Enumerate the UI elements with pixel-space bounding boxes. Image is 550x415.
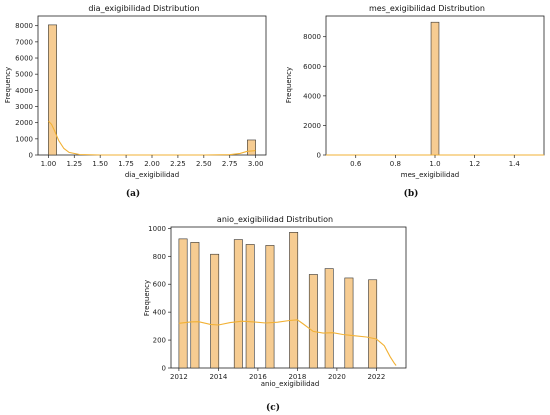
panel-b-ylabel: Frequency [285,67,293,103]
panel-c-bar-5 [265,245,275,369]
panel-a-xtick-label-8: 3.00 [248,160,264,168]
panel-b-ytick-label-3: 6000 [303,63,321,71]
panel-c-ylabel: Frequency [143,280,151,316]
panel-a-caption: (a) [126,188,140,199]
panel-c-ytick-label-2: 400 [153,309,166,317]
panel-c-xtick-label-0: 2012 [170,373,188,381]
panel-a: dia_exigibilidad Distribution 1.00 1.25 1.… [4,4,267,199]
panel-a-ytick-label-5: 5000 [15,71,33,79]
panel-b-ytick-label-2: 4000 [303,92,321,100]
panel-c-xtick-label-5: 2022 [367,373,385,381]
panel-c-bar-10 [368,279,378,369]
panel-c-ytick-label-3: 600 [153,281,166,289]
panel-c-bar-3 [233,239,243,369]
panel-b-xtick-label-4: 1.4 [509,160,521,168]
panel-a-xtick-label-1: 1.25 [66,160,82,168]
panel-a-xtick-label-7: 2.75 [222,160,238,168]
panel-a-ytick-label-3: 3000 [15,103,33,111]
panel-c-bar-8 [324,268,334,369]
panel-a-marks: 1.00 1.25 1.50 1.75 2.00 2.25 2.50 2.75 3.00 0 100… [15,22,263,168]
panel-c-xtick-label-3: 2018 [288,373,306,381]
panel-a-bar-1 [247,139,256,156]
panel-a-ytick-label-0: 0 [29,152,33,160]
panel-b-xtick-label-2: 1.0 [429,160,440,168]
panel-a-xlabel: dia_exigibilidad [125,171,179,179]
panel-a-xtick-label-6: 2.50 [196,160,212,168]
panel-a-ytick-label-2: 2000 [15,119,33,127]
panel-b-marks: 0.6 0.8 1.0 1.2 1.4 0 2000 4000 6000 8000 [303,21,544,168]
panel-b-ytick-label-1: 2000 [303,122,321,130]
panel-b: mes_exigibilidad Distribution 0.6 0.8 1.0 1… [285,4,545,199]
panel-c-xtick-label-2: 2016 [249,373,267,381]
panel-a-xtick-label-5: 2.25 [170,160,186,168]
panel-c-caption: (c) [266,402,280,413]
panel-a-xtick-label-3: 1.75 [118,160,134,168]
panel-c-bar-2 [210,253,220,369]
panel-c: anio_exigibilidad Distribution 2012 2014 2… [143,215,407,413]
panel-c-xtick-label-1: 2014 [209,373,227,381]
panel-c-xtick-label-4: 2020 [328,373,346,381]
panel-b-title: mes_exigibilidad Distribution [369,4,485,13]
panel-c-marks: 2012 2014 2016 2018 2020 2022 0 200 400 600 800 100… [148,225,397,381]
panel-b-xtick-label-0: 0.6 [350,160,362,168]
panel-b-ytick-label-4: 8000 [303,33,321,41]
panel-b-bar-0 [430,21,440,156]
panel-a-kde-line [48,120,256,156]
panel-c-bar-7 [308,274,318,369]
panel-a-ytick-label-4: 4000 [15,87,33,95]
panel-a-plot-frame [37,15,267,156]
panel-a-xtick-label-0: 1.00 [41,160,57,168]
panel-b-xlabel: mes_exigibilidad [401,171,459,179]
panel-b-caption: (b) [404,188,419,199]
panel-a-ytick-label-7: 7000 [15,38,33,46]
panel-b-xtick-label-3: 1.2 [469,160,480,168]
panel-c-bar-0 [178,238,188,369]
panel-a-ytick-label-1: 1000 [15,135,33,143]
panel-a-ylabel: Frequency [4,67,12,103]
panel-c-bar-6 [289,232,299,369]
panel-c-ytick-label-1: 200 [153,337,166,345]
panel-c-ytick-label-5: 1000 [148,225,166,233]
panel-a-ytick-label-6: 6000 [15,55,33,63]
panel-c-kde-line [178,319,397,366]
panel-a-ytick-label-8: 8000 [15,22,33,30]
panel-c-ytick-label-4: 800 [153,253,166,261]
panel-c-plot-frame [170,226,407,369]
panel-a-title: dia_exigibilidad Distribution [88,4,199,13]
panel-c-title: anio_exigibilidad Distribution [217,215,333,224]
panel-b-xtick-label-1: 0.8 [390,160,401,168]
panel-c-xlabel: anio_exigibilidad [261,380,320,388]
panel-c-ytick-label-0: 0 [162,365,166,373]
panel-a-bar-0 [48,24,57,156]
panel-c-bar-9 [344,277,354,369]
panel-c-bar-1 [190,242,200,369]
panel-b-ytick-label-0: 0 [317,152,321,160]
panel-c-bar-4 [245,244,255,369]
panel-a-xtick-label-4: 2.00 [144,160,160,168]
panel-a-xtick-label-2: 1.50 [92,160,108,168]
